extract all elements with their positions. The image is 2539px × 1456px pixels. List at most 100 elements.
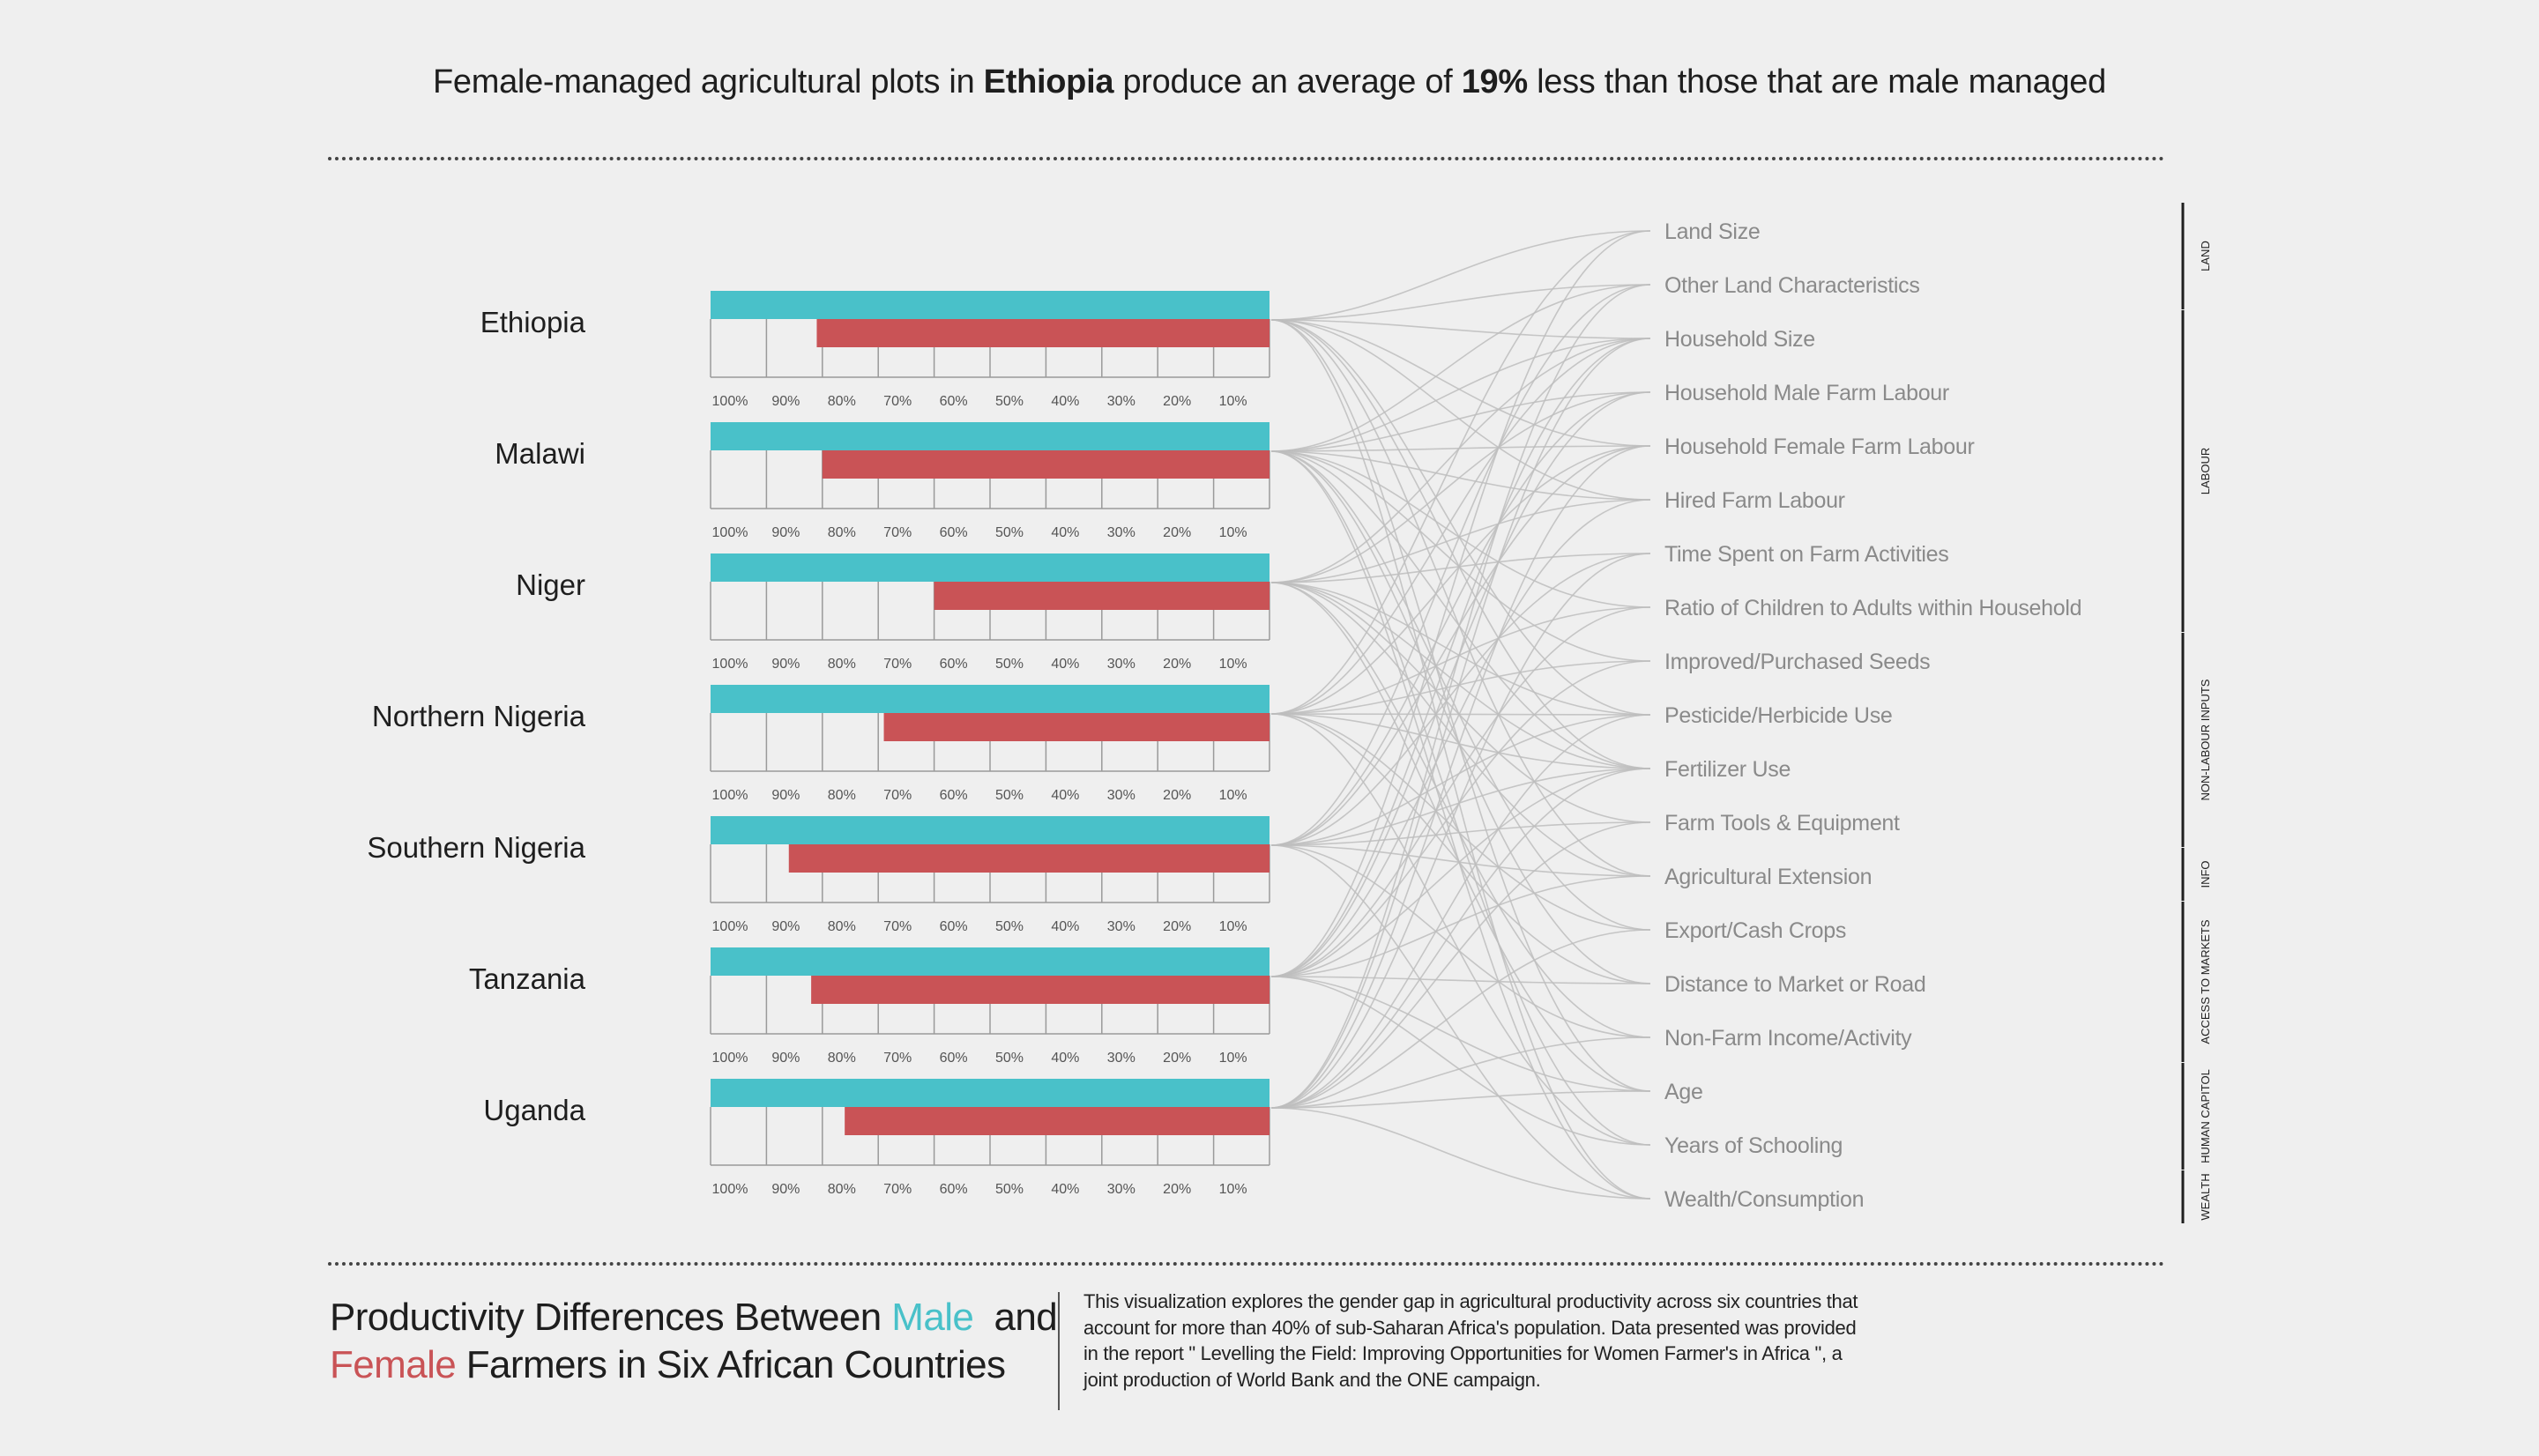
footer-title-part1: Productivity Differences Between [330,1296,882,1339]
link-niger-to-factor-16 [1270,582,1651,1092]
link-uganda-to-factor-16 [1270,1090,1651,1109]
link-northern-nigeria-to-factor-9 [1270,713,1651,716]
tick-label-tanzania-6: 40% [1051,1051,1079,1066]
link-southern-nigeria-to-factor-18 [1270,844,1651,1200]
tick-label-ethiopia-7: 30% [1107,394,1135,409]
link-northern-nigeria-to-factor-13 [1270,713,1651,931]
headline-part1: Female-managed agricultural plots in [433,63,975,100]
tick-label-malawi-8: 20% [1163,525,1191,540]
tick-label-northern-nigeria-1: 90% [771,788,800,803]
link-tanzania-to-factor-7 [1270,606,1651,977]
link-uganda-to-factor-2 [1270,338,1651,1109]
link-ethiopia-to-factor-0 [1270,230,1651,321]
tick-label-tanzania-1: 90% [771,1051,800,1066]
link-southern-nigeria-to-factor-11 [1270,821,1651,846]
tick-label-tanzania-8: 20% [1163,1051,1191,1066]
bar-female-malawi [822,450,1270,479]
link-niger-to-factor-12 [1270,582,1651,877]
factor-label-6: Time Spent on Farm Activities [1664,542,1948,567]
country-label-tanzania: Tanzania [469,962,586,995]
factor-label-17: Years of Schooling [1664,1133,1843,1158]
tick-label-niger-1: 90% [771,657,800,672]
link-northern-nigeria-to-factor-10 [1270,713,1651,769]
tick-label-malawi-6: 40% [1051,525,1079,540]
factor-label-18: Wealth/Consumption [1664,1187,1864,1212]
country-label-southern-nigeria: Southern Nigeria [367,831,585,864]
link-uganda-to-factor-11 [1270,821,1651,1109]
link-northern-nigeria-to-factor-4 [1270,445,1651,715]
link-malawi-to-factor-7 [1270,450,1651,608]
bar-female-niger [934,582,1270,610]
factor-label-1: Other Land Characteristics [1664,273,1920,298]
footer-description: This visualization explores the gender g… [1083,1290,1858,1391]
link-ethiopia-to-factor-12 [1270,319,1651,877]
link-northern-nigeria-to-factor-0 [1270,230,1651,715]
tick-label-tanzania-3: 70% [883,1051,912,1066]
tick-label-niger-6: 40% [1051,657,1079,672]
link-ethiopia-to-factor-16 [1270,319,1651,1092]
tick-label-uganda-5: 50% [995,1182,1024,1197]
headline-country: Ethiopia [983,63,1114,100]
link-tanzania-to-factor-16 [1270,976,1651,1092]
tick-label-southern-nigeria-4: 60% [940,919,968,934]
link-northern-nigeria-to-factor-7 [1270,606,1651,715]
link-niger-to-factor-2 [1270,338,1651,583]
tick-label-malawi-3: 70% [883,525,912,540]
link-uganda-to-factor-15 [1270,1036,1651,1109]
tick-label-ethiopia-8: 20% [1163,394,1191,409]
tick-label-southern-nigeria-7: 30% [1107,919,1135,934]
male-legend-word: Male [891,1296,974,1339]
female-legend-word: Female [330,1343,457,1386]
link-niger-to-factor-3 [1270,391,1651,583]
tick-label-southern-nigeria-0: 100% [712,919,748,934]
tick-label-ethiopia-0: 100% [712,394,748,409]
bar-male-southern-nigeria [711,816,1270,844]
tick-label-northern-nigeria-6: 40% [1051,788,1079,803]
tick-label-southern-nigeria-1: 90% [771,919,800,934]
link-ethiopia-to-factor-10 [1270,319,1651,769]
link-malawi-to-factor-18 [1270,450,1651,1200]
bar-female-southern-nigeria [788,844,1270,873]
link-niger-to-factor-5 [1270,499,1651,583]
link-malawi-to-factor-2 [1270,338,1651,452]
link-malawi-to-factor-8 [1270,450,1651,662]
tick-label-malawi-9: 10% [1219,525,1247,540]
bar-female-northern-nigeria [883,713,1270,741]
tick-label-ethiopia-5: 50% [995,394,1024,409]
link-malawi-to-factor-4 [1270,445,1651,452]
tick-label-niger-0: 100% [712,657,748,672]
tick-label-malawi-1: 90% [771,525,800,540]
tick-label-niger-4: 60% [940,657,968,672]
footer-vertical-divider [1058,1292,1060,1410]
link-southern-nigeria-to-factor-10 [1270,768,1651,846]
tick-label-northern-nigeria-5: 50% [995,788,1024,803]
link-niger-to-factor-15 [1270,582,1651,1038]
tick-label-niger-9: 10% [1219,657,1247,672]
link-ethiopia-to-factor-18 [1270,319,1651,1200]
headline: Female-managed agricultural plots in Eth… [0,63,2539,101]
factor-label-13: Export/Cash Crops [1664,918,1846,943]
country-label-uganda: Uganda [483,1094,585,1126]
tick-label-tanzania-0: 100% [712,1051,748,1066]
link-malawi-to-factor-17 [1270,450,1651,1146]
tick-label-tanzania-2: 80% [828,1051,856,1066]
tick-label-ethiopia-2: 80% [828,394,856,409]
link-tanzania-to-factor-8 [1270,660,1651,977]
bar-male-niger [711,553,1270,582]
headline-part3: less than those that are male managed [1537,63,2106,100]
group-label-2: NON-LABOUR INPUTS [2199,679,2212,800]
link-ethiopia-to-factor-4 [1270,319,1651,447]
tick-label-uganda-3: 70% [883,1182,912,1197]
factor-label-4: Household Female Farm Labour [1664,435,1975,459]
headline-part2: produce an average of [1122,63,1453,100]
factor-label-5: Hired Farm Labour [1664,488,1845,513]
tick-label-southern-nigeria-3: 70% [883,919,912,934]
bar-male-tanzania [711,947,1270,976]
tick-label-ethiopia-4: 60% [940,394,968,409]
bar-female-ethiopia [816,319,1270,347]
link-northern-nigeria-to-factor-14 [1270,713,1651,984]
link-ethiopia-to-factor-5 [1270,319,1651,501]
link-uganda-to-factor-6 [1270,553,1651,1109]
link-uganda-to-factor-10 [1270,768,1651,1109]
group-label-5: HUMAN CAPITOL [2199,1069,2212,1163]
